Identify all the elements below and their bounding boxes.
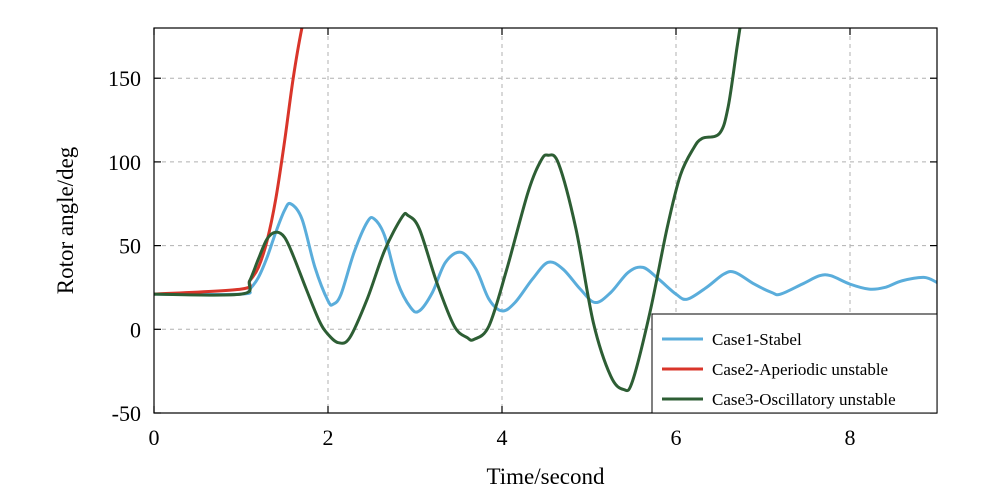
legend-label-case1-stabel: Case1-Stabel [712,330,802,349]
legend-label-case2-aperiodic-unstable: Case2-Aperiodic unstable [712,360,888,379]
y-tick-label: -50 [112,401,141,426]
x-tick-label: 4 [497,425,508,450]
x-tick-label: 6 [671,425,682,450]
legend-box [651,313,938,414]
y-axis-label: Rotor angle/deg [53,146,78,294]
series-line-case3-oscillatory-unstable [154,28,742,393]
y-tick-label: 100 [108,150,141,175]
y-tick-label: 50 [119,234,141,259]
plot-area-frame [153,27,938,414]
series-line-case1-stabel [154,201,937,314]
x-tick-label: 8 [845,425,856,450]
data-series [154,28,937,393]
grid-lines [154,28,937,413]
legend-label-case3-oscillatory-unstable: Case3-Oscillatory unstable [712,390,896,409]
x-tick-label: 2 [323,425,334,450]
y-tick-label: 0 [130,317,141,342]
x-tick-label: 0 [149,425,160,450]
x-axis-label: Time/second [487,464,605,489]
legend: Case1-Stabel Case2-Aperiodic unstable Case… [651,313,938,414]
y-tick-label: 150 [108,66,141,91]
series-line-case2-aperiodic-unstable [154,28,304,296]
